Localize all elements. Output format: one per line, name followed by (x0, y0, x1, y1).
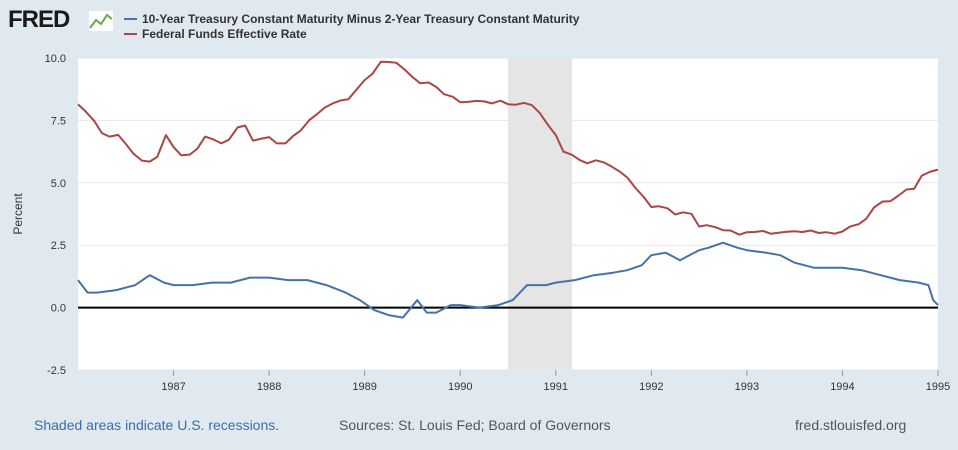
x-tick-label: 1994 (830, 381, 854, 393)
x-axis-ticks: 1987 1988 1989 1990 1991 1992 1993 1994 1995 (161, 370, 950, 393)
legend-label-spread: 10-Year Treasury Constant Maturity Minus… (142, 11, 580, 26)
legend-swatch-fedfunds (124, 32, 137, 35)
x-tick-label: 1989 (352, 381, 376, 393)
sources-text: Sources: St. Louis Fed; Board of Governo… (339, 417, 611, 433)
y-tick-label: -2.5 (47, 365, 66, 377)
x-tick-label: 1995 (926, 381, 950, 393)
x-tick-label: 1992 (639, 381, 663, 393)
line-chart: -2.5 0.0 2.5 5.0 7.5 10.0 1987 1988 1989 1990 199… (11, 53, 950, 393)
series-line-spread (77, 241, 939, 319)
chart-header: FRED 10-Year Treasury Constant Maturity … (0, 0, 958, 50)
recession-band-0 (508, 58, 573, 370)
chart-legend: 10-Year Treasury Constant Maturity Minus… (124, 11, 579, 41)
y-tick-label: 5.0 (51, 178, 66, 190)
x-tick-label: 1993 (735, 381, 759, 393)
fred-logo-graph-icon (88, 10, 114, 32)
legend-label-fedfunds: Federal Funds Effective Rate (142, 26, 307, 41)
site-link[interactable]: fred.stlouisfed.org (795, 417, 907, 433)
y-axis-label: Percent (11, 193, 25, 235)
legend-item-fedfunds[interactable]: Federal Funds Effective Rate (124, 26, 579, 41)
recession-shading (508, 58, 573, 370)
x-tick-label: 1991 (544, 381, 568, 393)
series-lines (77, 60, 939, 319)
y-tick-label: 2.5 (51, 240, 66, 252)
fred-logo: FRED (8, 6, 70, 33)
series-line-fedfunds (77, 60, 939, 236)
x-tick-label: 1987 (161, 381, 185, 393)
grid-lines (78, 57, 938, 371)
legend-swatch-spread (124, 17, 137, 20)
y-axis-ticks: -2.5 0.0 2.5 5.0 7.5 10.0 (45, 53, 66, 377)
y-tick-label: 10.0 (45, 53, 66, 65)
legend-item-spread[interactable]: 10-Year Treasury Constant Maturity Minus… (124, 11, 579, 26)
y-tick-label: 0.0 (51, 303, 66, 315)
x-tick-label: 1988 (257, 381, 281, 393)
y-tick-label: 7.5 (51, 115, 66, 127)
recession-note-link[interactable]: Shaded areas indicate U.S. recessions. (34, 417, 280, 433)
x-tick-label: 1990 (448, 381, 472, 393)
